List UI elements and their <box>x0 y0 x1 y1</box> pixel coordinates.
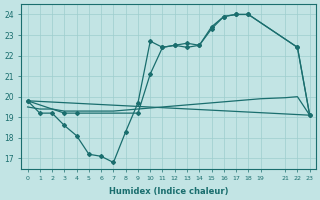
X-axis label: Humidex (Indice chaleur): Humidex (Indice chaleur) <box>109 187 228 196</box>
